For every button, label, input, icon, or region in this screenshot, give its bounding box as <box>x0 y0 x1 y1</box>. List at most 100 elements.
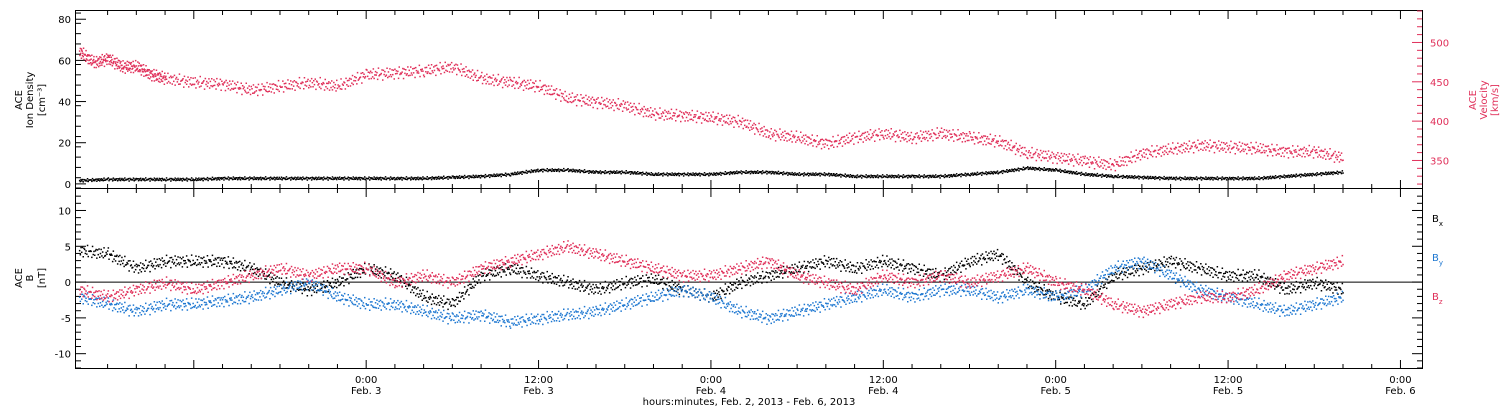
bx-series-point <box>631 282 633 285</box>
velocity-series-point <box>206 80 208 83</box>
bx-series-point <box>222 257 224 259</box>
bx-series-point <box>187 258 189 261</box>
velocity-series-point <box>848 142 850 144</box>
velocity-series-point <box>844 143 846 145</box>
ion-density-series-point <box>917 175 919 177</box>
bx-series-point <box>756 272 759 274</box>
ion-density-series-point <box>231 177 233 180</box>
ion-density-series-point <box>774 171 777 173</box>
velocity-series-point <box>609 102 612 105</box>
bx-series-point <box>481 272 484 275</box>
velocity-series-point <box>422 74 425 76</box>
bx-series-point <box>81 251 83 254</box>
bx-series-point <box>234 267 237 269</box>
velocity-series-point <box>610 107 612 109</box>
ion-density-series-point <box>1292 175 1294 177</box>
velocity-series-point <box>397 70 399 73</box>
ion-density-series-point <box>839 173 841 176</box>
velocity-series-point <box>1327 153 1330 155</box>
ion-density-series-point <box>1110 174 1112 176</box>
bx-series-point <box>746 279 749 282</box>
bx-series-point <box>227 256 230 258</box>
ion-density-series-point <box>792 174 794 176</box>
ion-density-series-point <box>703 174 705 176</box>
ion-density-series-point <box>808 172 811 175</box>
ion-density-series-point <box>161 177 163 180</box>
ion-density-series-point <box>410 176 413 178</box>
velocity-series-point <box>1163 153 1165 156</box>
velocity-series-point <box>590 98 592 100</box>
ion-density-series-point <box>340 178 342 180</box>
bx-series-point <box>184 260 186 262</box>
velocity-series-point <box>986 138 988 140</box>
velocity-series-point <box>959 137 961 140</box>
bx-series-point <box>229 260 231 263</box>
ion-density-series-point <box>645 171 648 174</box>
bx-series-point <box>739 283 742 285</box>
velocity-series-point <box>1039 149 1042 152</box>
ion-density-series-point <box>1254 178 1257 180</box>
velocity-series-point <box>703 119 706 121</box>
bx-series-point <box>671 279 673 282</box>
velocity-series-point <box>907 135 910 137</box>
bx-series-point <box>652 277 654 279</box>
velocity-series-point <box>272 83 275 85</box>
velocity-series-point <box>742 127 744 130</box>
ion-density-series-point <box>659 174 661 176</box>
velocity-series-point <box>1088 166 1091 168</box>
bx-series-point <box>209 259 212 261</box>
velocity-series-point <box>790 130 793 133</box>
velocity-series-point <box>1259 149 1261 152</box>
ion-density-series-point <box>1236 177 1238 180</box>
velocity-series-point <box>1069 159 1071 161</box>
velocity-series-point <box>973 131 975 134</box>
ion-density-series-point <box>723 172 725 175</box>
bx-series-point <box>481 275 483 278</box>
bx-series-point <box>795 269 797 271</box>
ion-density-series-point <box>320 176 322 179</box>
bx-series-point <box>376 266 378 268</box>
ion-density-series-point <box>1080 171 1083 174</box>
velocity-series-point <box>1185 147 1187 149</box>
velocity-series-point <box>109 54 111 56</box>
velocity-series-point <box>1336 158 1338 161</box>
bx-series-point <box>629 278 631 281</box>
ion-density-series-point <box>1122 174 1124 177</box>
velocity-series-point <box>412 68 414 70</box>
ion-density-series-point <box>890 176 892 179</box>
ion-density-series-point <box>874 175 876 177</box>
bx-series-point <box>502 271 505 273</box>
ion-density-series-point <box>185 177 188 179</box>
velocity-series-point <box>158 77 161 80</box>
ion-density-series-point <box>1204 178 1206 180</box>
velocity-series-point <box>127 68 130 71</box>
velocity-series-point <box>823 139 825 142</box>
velocity-series-point <box>1129 157 1131 159</box>
velocity-series-point <box>159 81 161 83</box>
velocity-series-point <box>860 138 862 141</box>
bx-series-point <box>446 298 449 300</box>
ion-density-series-point <box>438 175 440 178</box>
ion-density-series-point <box>970 173 973 176</box>
ion-density-series-point <box>494 174 497 176</box>
bx-series-point <box>499 271 501 274</box>
bx-series-point <box>91 256 93 259</box>
velocity-series-point <box>151 70 153 72</box>
bx-series-point <box>329 282 331 284</box>
bx-series-point <box>604 280 607 283</box>
velocity-series-point <box>537 86 540 88</box>
bx-series-point <box>645 274 648 276</box>
velocity-series-point <box>161 80 164 83</box>
bx-series-point <box>747 281 750 284</box>
velocity-series-point <box>751 128 753 130</box>
bx-series-point <box>289 282 291 284</box>
velocity-series-point <box>102 58 105 61</box>
ion-density-series-point <box>260 179 263 181</box>
ion-density-series-point <box>683 172 686 174</box>
velocity-series-point <box>369 72 371 74</box>
ion-density-series-point <box>1032 166 1034 169</box>
bx-series-point <box>636 284 638 286</box>
velocity-series-point <box>927 139 929 142</box>
bx-series-point <box>744 284 747 287</box>
bx-series-point <box>320 287 323 289</box>
